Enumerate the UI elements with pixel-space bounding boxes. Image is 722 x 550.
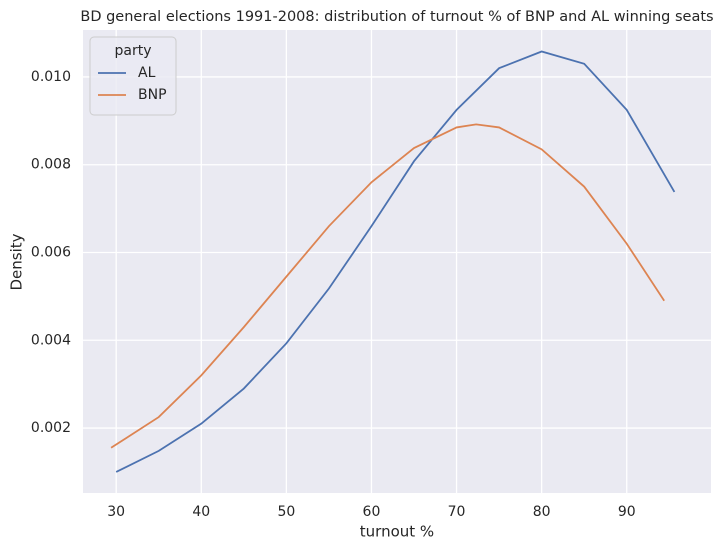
x-axis-label: turnout % xyxy=(360,523,434,541)
line-series xyxy=(110,123,665,449)
x-tick-label: 50 xyxy=(277,504,295,520)
legend-label: AL xyxy=(138,65,156,81)
y-tick-label: 0.008 xyxy=(31,157,71,173)
legend-label: BNP xyxy=(138,87,167,103)
x-tick-label: 60 xyxy=(363,504,381,520)
y-axis-label: Density xyxy=(8,233,26,290)
y-tick-label: 0.006 xyxy=(31,245,71,261)
x-tick-label: 80 xyxy=(533,504,551,520)
y-tick-label: 0.004 xyxy=(31,332,71,348)
line-series xyxy=(115,50,676,473)
x-tick-label: 40 xyxy=(192,504,210,520)
x-tick-label: 90 xyxy=(618,504,636,520)
legend-title: party xyxy=(115,43,152,59)
x-tick-label: 70 xyxy=(448,504,466,520)
plot-area xyxy=(83,30,711,493)
y-tick-label: 0.002 xyxy=(31,420,71,436)
x-tick-label: 30 xyxy=(107,504,125,520)
y-tick-label: 0.010 xyxy=(31,69,71,85)
chart-title: BD general elections 1991-2008: distribu… xyxy=(80,9,713,25)
